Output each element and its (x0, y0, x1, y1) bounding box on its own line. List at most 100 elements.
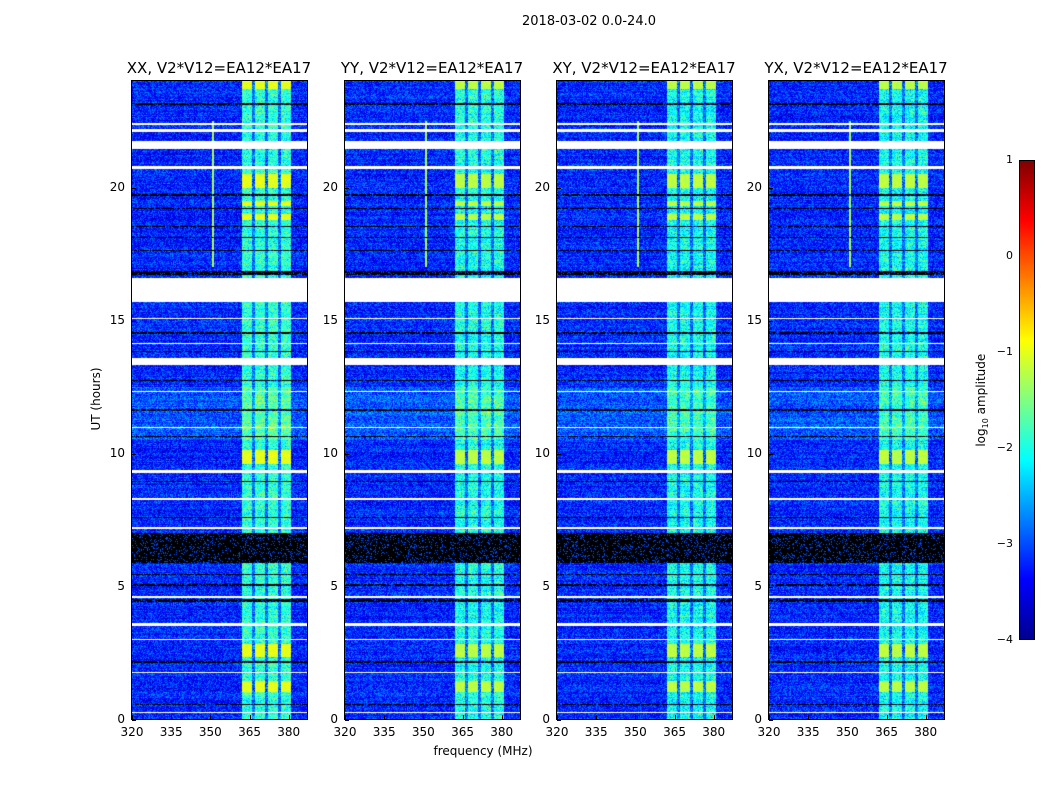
x-tick-mark (345, 715, 346, 719)
x-tick-mark (847, 715, 849, 719)
y-tick-mark (769, 453, 773, 455)
y-tick-mark (769, 320, 773, 322)
y-tick-label: 10 (322, 445, 338, 460)
y-tick-mark (345, 720, 349, 721)
x-tick-mark (674, 715, 676, 719)
x-tick-label: 320 (545, 725, 569, 739)
x-tick-label: 350 (411, 725, 435, 739)
x-tick-mark (384, 715, 386, 719)
y-tick-label: 0 (754, 712, 762, 726)
x-tick-mark (132, 715, 133, 719)
y-tick-mark (132, 320, 136, 322)
x-tick-label: 320 (120, 725, 144, 739)
x-tick-label: 335 (796, 725, 820, 739)
x-tick-label: 365 (238, 725, 261, 739)
y-tick-label: 10 (534, 445, 550, 460)
x-axis-label: frequency (MHz) (433, 744, 533, 758)
colorbar-tick-label: −4 (996, 633, 1013, 646)
x-tick-label: 350 (198, 725, 222, 739)
y-tick-mark (132, 453, 136, 455)
y-tick-label: 5 (542, 578, 550, 593)
x-tick-label: 380 (277, 725, 301, 739)
y-tick-mark (132, 586, 136, 588)
x-tick-label: 335 (159, 725, 183, 739)
y-tick-label: 10 (109, 445, 125, 460)
x-tick-mark (249, 715, 251, 719)
x-tick-label: 335 (584, 725, 608, 739)
y-tick-mark (557, 720, 561, 721)
y-tick-mark (345, 586, 349, 588)
x-tick-label: 365 (663, 725, 686, 739)
panel-title: XX, V2*V12=EA12*EA17 (126, 59, 312, 77)
y-axis-label: UT (hours) (89, 367, 103, 431)
y-tick-mark (557, 586, 561, 588)
y-tick-mark (557, 320, 561, 322)
x-tick-mark (713, 715, 715, 719)
y-tick-mark (132, 187, 136, 189)
x-tick-label: 380 (490, 725, 514, 739)
y-tick-label: 5 (330, 578, 338, 593)
spectrogram-panel (556, 80, 733, 720)
x-tick-label: 380 (914, 725, 938, 739)
x-tick-mark (501, 715, 503, 719)
colorbar-tick-label: −2 (996, 441, 1013, 454)
x-tick-label: 380 (702, 725, 726, 739)
x-tick-label: 335 (372, 725, 396, 739)
spectrogram-image (345, 81, 520, 719)
x-tick-mark (171, 715, 173, 719)
spectrogram-panel (344, 80, 521, 720)
colorbar (1019, 160, 1035, 640)
y-tick-mark (557, 453, 561, 455)
x-tick-mark (210, 715, 212, 719)
colorbar-label: log10 amplitude (973, 353, 991, 447)
y-tick-mark (769, 187, 773, 189)
x-tick-label: 320 (333, 725, 357, 739)
y-tick-label: 15 (746, 312, 762, 327)
x-tick-label: 350 (835, 725, 859, 739)
y-tick-mark (769, 586, 773, 588)
y-tick-label: 0 (330, 712, 338, 726)
y-tick-label: 0 (117, 712, 125, 726)
x-tick-mark (288, 715, 290, 719)
x-tick-mark (557, 715, 558, 719)
y-tick-mark (345, 320, 349, 322)
colorbar-tick-label: 1 (1006, 153, 1013, 166)
y-tick-mark (345, 187, 349, 189)
y-tick-label: 20 (322, 179, 338, 194)
x-tick-mark (462, 715, 464, 719)
y-tick-label: 15 (534, 312, 550, 327)
x-tick-mark (596, 715, 598, 719)
colorbar-tick-label: 0 (1006, 249, 1013, 262)
colorbar-tick-label: −1 (996, 345, 1013, 358)
y-tick-label: 20 (534, 179, 550, 194)
y-tick-label: 0 (542, 712, 550, 726)
x-tick-label: 365 (875, 725, 898, 739)
spectrogram-panel (131, 80, 308, 720)
x-tick-mark (769, 715, 770, 719)
figure-title: 2018-03-02 0.0-24.0 (522, 14, 656, 29)
y-tick-mark (132, 720, 136, 721)
y-tick-label: 5 (754, 578, 762, 593)
y-tick-label: 15 (322, 312, 338, 327)
panel-title: XY, V2*V12=EA12*EA17 (552, 59, 736, 77)
spectrogram-panel (768, 80, 945, 720)
spectrogram-image (769, 81, 944, 719)
x-tick-label: 350 (623, 725, 647, 739)
colorbar-tick-label: −3 (996, 537, 1013, 550)
x-tick-label: 320 (757, 725, 781, 739)
y-tick-label: 5 (117, 578, 125, 593)
y-tick-mark (345, 453, 349, 455)
x-tick-mark (808, 715, 810, 719)
y-tick-mark (557, 187, 561, 189)
panel-title: YY, V2*V12=EA12*EA17 (340, 59, 524, 77)
spectrogram-image (132, 81, 307, 719)
x-tick-mark (925, 715, 927, 719)
x-tick-mark (886, 715, 888, 719)
x-tick-mark (423, 715, 425, 719)
y-tick-label: 20 (109, 179, 125, 194)
y-tick-mark (769, 720, 773, 721)
x-tick-label: 365 (451, 725, 474, 739)
y-tick-label: 15 (109, 312, 125, 327)
x-tick-mark (635, 715, 637, 719)
